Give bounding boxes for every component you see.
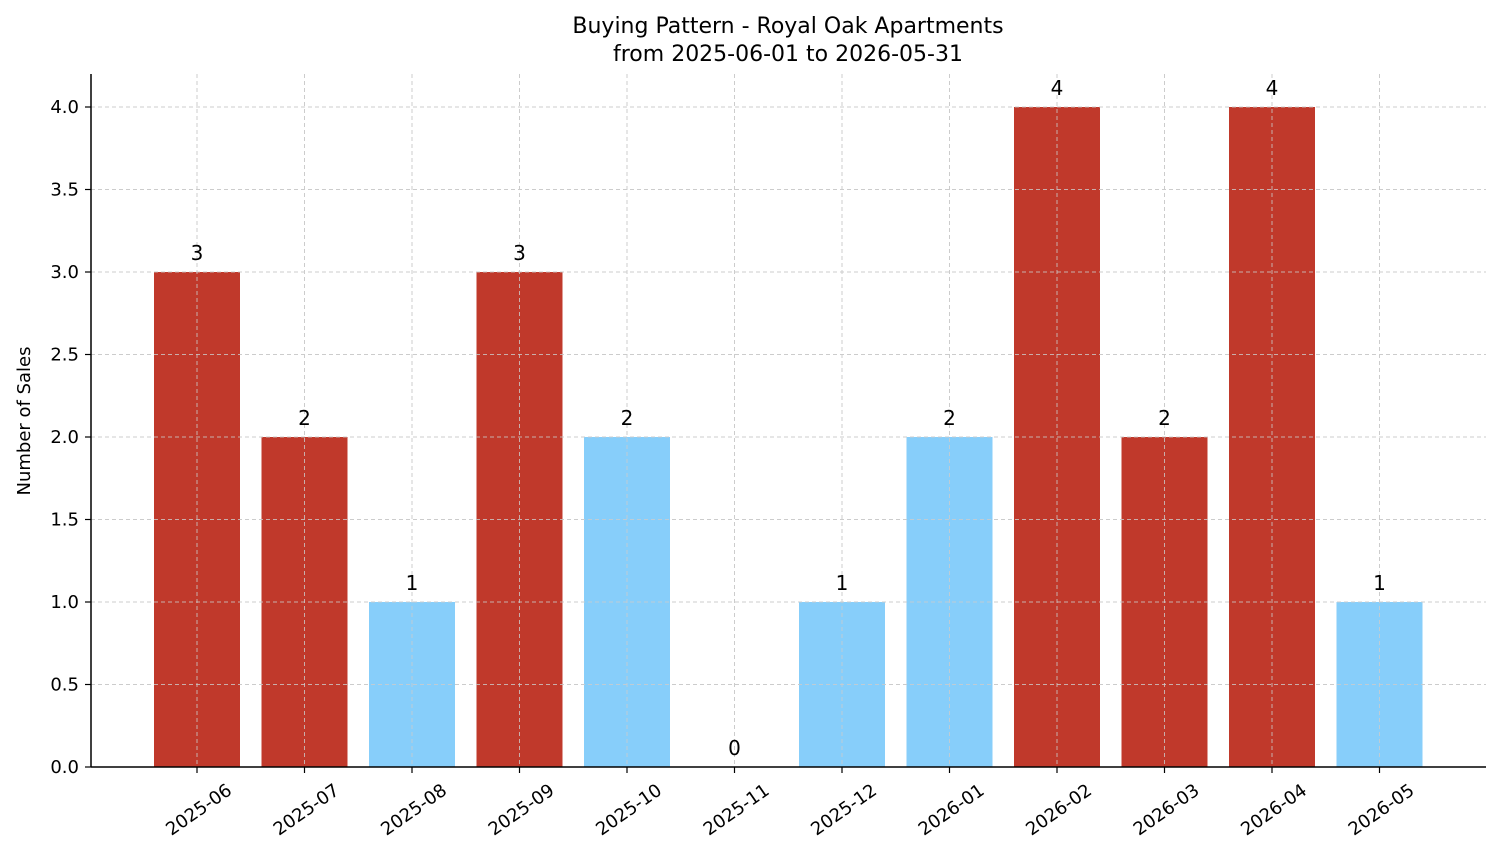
- bar-value-label: 2: [943, 406, 956, 430]
- x-tick-label: 2026-01: [915, 780, 989, 840]
- bar-value-label: 1: [836, 571, 849, 595]
- y-tick-label: 2.0: [50, 427, 79, 448]
- chart-subtitle: from 2025-06-01 to 2026-05-31: [613, 42, 963, 67]
- x-tick-label: 2025-10: [592, 780, 666, 840]
- bar-value-label: 4: [1051, 76, 1064, 100]
- x-tick-label: 2026-05: [1345, 780, 1419, 840]
- x-tick-label: 2026-04: [1237, 780, 1311, 840]
- x-tick-label: 2026-02: [1022, 780, 1096, 840]
- y-tick-label: 3.0: [50, 262, 79, 283]
- bar-value-label: 1: [1373, 571, 1386, 595]
- x-tick-label: 2025-09: [485, 780, 559, 840]
- y-tick-label: 0.0: [50, 757, 79, 778]
- bar-value-label: 2: [1158, 406, 1171, 430]
- bar-value-label: 1: [406, 571, 419, 595]
- bar-value-label: 4: [1266, 76, 1279, 100]
- x-tick-label: 2025-06: [162, 780, 236, 840]
- y-tick-label: 1.0: [50, 592, 79, 613]
- x-tick-label: 2025-07: [270, 780, 344, 840]
- y-tick-label: 2.5: [50, 345, 79, 366]
- x-tick-label: 2025-11: [700, 780, 774, 840]
- bar-data-labels: 3 2 1 3 2 0 1 2 4 2 4 1: [191, 76, 1386, 760]
- y-tick-label: 3.5: [50, 180, 79, 201]
- x-tick-label: 2026-03: [1130, 780, 1204, 840]
- x-tick-label: 2025-08: [377, 780, 451, 840]
- x-tick-label: 2025-12: [807, 780, 881, 840]
- bar-value-label: 0: [728, 736, 741, 760]
- y-tick-label: 0.5: [50, 675, 79, 696]
- bar-value-label: 3: [191, 241, 204, 265]
- y-axis-label: Number of Sales: [14, 346, 35, 495]
- bar-value-label: 3: [513, 241, 526, 265]
- chart-title: Buying Pattern - Royal Oak Apartments: [572, 14, 1003, 39]
- y-tick-label: 1.5: [50, 510, 79, 531]
- y-tick-label: 4.0: [50, 97, 79, 118]
- y-axis-ticks: 0.0 0.5 1.0 1.5 2.0 2.5 3.0 3.5 4.0: [50, 97, 91, 778]
- bars: [91, 74, 1486, 768]
- x-axis-ticks: 2025-06 2025-07 2025-08 2025-09 2025-10 2025-…: [162, 767, 1418, 840]
- bar-value-label: 2: [298, 406, 311, 430]
- bar-value-label: 2: [621, 406, 634, 430]
